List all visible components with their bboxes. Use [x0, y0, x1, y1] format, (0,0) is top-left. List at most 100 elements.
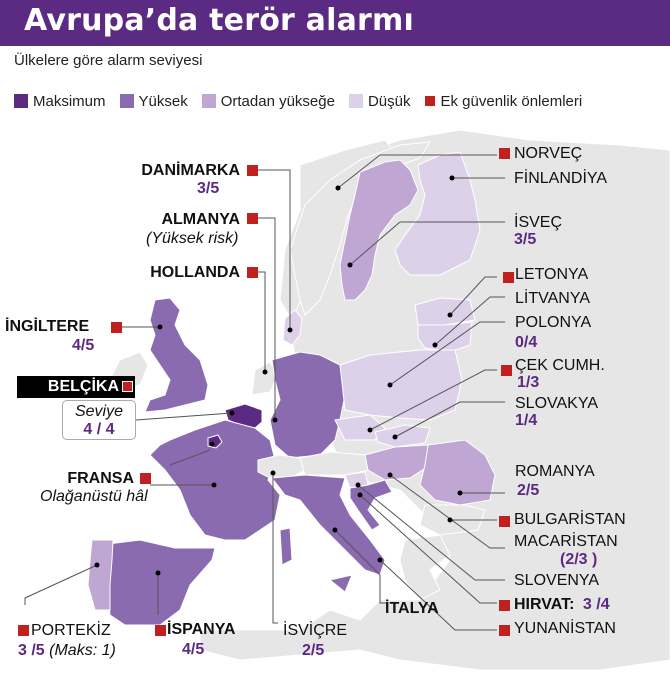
subtitle: Ülkelere göre alarm seviyesi — [14, 52, 203, 69]
legend-label: Maksimum — [33, 92, 106, 110]
level-note: (Maks: 1) — [49, 642, 116, 659]
legend-label: Düşük — [367, 92, 411, 110]
legend-swatch-icon — [119, 94, 134, 108]
region-isvicre — [257, 454, 306, 479]
label-belcika: BELÇİKA — [17, 376, 135, 398]
extra-security-icon — [140, 473, 151, 484]
label-isvec: İSVEÇ — [514, 214, 563, 231]
legend-swatch-icon — [348, 94, 363, 108]
belcika-level-box: Seviye 4 / 4 — [62, 400, 136, 440]
level-slovakya: 1/4 — [515, 412, 538, 429]
legend-item-ek-guvenlik: Ek güvenlik önlemleri — [424, 92, 583, 110]
extra-security-icon — [499, 625, 510, 636]
level-ingiltere: 4/5 — [72, 337, 95, 354]
legend-label: Yüksek — [138, 92, 188, 110]
note-almanya: (Yüksek risk) — [146, 230, 239, 247]
extra-security-icon — [111, 322, 122, 333]
legend-item-yuksek: Yüksek — [119, 92, 188, 110]
region-sardinya — [279, 527, 293, 566]
level-isvec: 3/5 — [514, 231, 537, 248]
region-danimarka — [282, 309, 303, 346]
level-portekiz: 3 /5 (Maks: 1) — [18, 642, 116, 660]
label-letonya: LETONYA — [515, 266, 589, 283]
label-litvanya: LİTVANYA — [515, 290, 590, 307]
extra-security-icon — [499, 148, 510, 159]
region-isvec — [339, 159, 419, 301]
country-name: DANİMARKA — [141, 162, 240, 179]
region-italya — [271, 474, 386, 576]
level-value: 3 /4 — [582, 596, 610, 613]
label-slovenya: SLOVENYA — [514, 572, 600, 589]
extra-security-icon — [247, 213, 258, 224]
level-romanya: 2/5 — [517, 482, 540, 499]
level-ispanya: 4/5 — [182, 641, 205, 658]
region-letonya — [414, 297, 476, 326]
region-romanya — [419, 439, 496, 506]
leader-lines — [24, 154, 505, 631]
region-yunanistan — [399, 534, 451, 601]
label-isvicre: İSVİÇRE — [283, 622, 348, 639]
label-ispanya: İSPANYA — [167, 621, 236, 638]
region-finlandiya — [394, 151, 481, 276]
label-hirvat: HIRVAT: 3 /4 — [514, 596, 610, 614]
label-macaristan: MACARİSTAN — [514, 533, 618, 550]
label-romanya: ROMANYA — [515, 463, 595, 480]
legend-label: Ortadan yükseğe — [220, 92, 335, 110]
label-almanya: ALMANYA — [110, 211, 240, 229]
legend-swatch-icon — [14, 94, 28, 108]
header-bar: Avrupa’da terör alarmı — [0, 0, 670, 46]
page-title: Avrupa’da terör alarmı — [24, 3, 414, 38]
legend-label: Ek güvenlik önlemleri — [440, 92, 583, 110]
region-macaristan — [364, 444, 431, 481]
country-name: ALMANYA — [161, 211, 240, 228]
country-name: FRANSA — [67, 470, 134, 487]
extra-security-icon — [503, 272, 514, 283]
legend-item-ortadan-yuksege: Ortadan yükseğe — [201, 92, 335, 110]
label-cek: ÇEK CUMH. — [515, 357, 605, 374]
label-polonya: POLONYA — [515, 314, 592, 331]
label-norvec: NORVEÇ — [514, 145, 583, 162]
level-polonya: 0/4 — [515, 334, 538, 351]
legend-swatch-icon — [424, 96, 435, 106]
level-cek: 1/3 — [517, 374, 540, 391]
level-isvicre: 2/5 — [302, 642, 325, 659]
level-macaristan: (2/3 ) — [560, 551, 598, 568]
extra-security-icon — [247, 165, 258, 176]
label-yunanistan: YUNANİSTAN — [514, 620, 616, 637]
region-sicilya — [328, 574, 353, 593]
location-dots — [94, 175, 463, 576]
label-slovakya: SLOVAKYA — [515, 395, 598, 412]
extra-security-icon — [501, 365, 512, 376]
level-value: 3 /5 — [18, 642, 45, 659]
legend-item-maksimum: Maksimum — [14, 93, 106, 110]
label-portekiz: PORTEKİZ — [31, 622, 111, 639]
label-finlandiya: FİNLANDİYA — [514, 170, 608, 187]
level-belcika: 4 / 4 — [83, 421, 115, 438]
region-almanya — [269, 351, 346, 459]
extra-security-icon — [499, 516, 510, 527]
region-fransa — [149, 419, 281, 541]
region-slovakya — [374, 424, 431, 448]
level-label: Seviye — [74, 403, 124, 420]
note-fransa: Olağanüstü hâl — [40, 488, 148, 505]
region-hollanda — [251, 361, 279, 396]
country-name: HOLLANDA — [150, 264, 240, 281]
label-bulgaristan: BULGARİSTAN — [514, 511, 626, 528]
level-danimarka: 3/5 — [197, 180, 220, 197]
region-portekiz — [87, 539, 114, 611]
legend: Maksimum Yüksek Ortadan yükseğe Düşük Ek… — [14, 91, 596, 111]
country-name: HIRVAT: — [514, 596, 575, 613]
region-avusturya — [299, 451, 371, 476]
extra-security-icon — [247, 267, 258, 278]
country-name: BELÇİKA — [47, 378, 119, 395]
extra-security-icon — [499, 600, 510, 611]
legend-item-dusuk: Düşük — [348, 92, 411, 110]
extra-security-icon — [18, 625, 29, 636]
label-italya: İTALYA — [385, 600, 439, 617]
extra-security-icon — [155, 625, 166, 636]
region-ingiltere — [144, 297, 209, 413]
label-fransa: FRANSA — [20, 470, 134, 488]
label-ingiltere: İNGİLTERE — [5, 318, 90, 335]
region-polonya — [339, 349, 463, 421]
region-litvanya — [417, 321, 473, 353]
